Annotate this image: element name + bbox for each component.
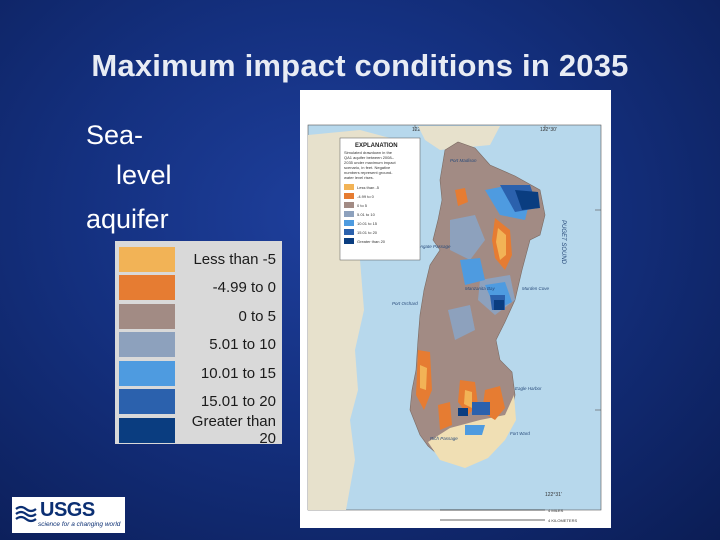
svg-text:Fort Ward: Fort Ward bbox=[510, 431, 530, 436]
svg-text:-4.99 to 0: -4.99 to 0 bbox=[357, 194, 375, 199]
usgs-logo: USGS science for a changing world bbox=[12, 497, 125, 533]
light-orange-patches bbox=[420, 228, 506, 408]
legend-swatch bbox=[119, 417, 175, 443]
legend-label: Less than -5 bbox=[193, 250, 276, 268]
legend-label: Greater than 20 bbox=[191, 413, 276, 448]
legend-row: 0 to 5 bbox=[119, 302, 282, 331]
drawdown-map: 122°32' 122°30' 122°31' bbox=[300, 90, 611, 528]
legend-swatch bbox=[119, 332, 175, 358]
drawdown-legend: Less than -5 -4.99 to 0 0 to 5 5.01 to 1… bbox=[115, 241, 282, 448]
svg-text:Simulated drawdown in the: Simulated drawdown in the bbox=[344, 150, 393, 155]
usgs-wave-icon bbox=[15, 505, 37, 523]
legend-swatch bbox=[119, 389, 175, 415]
svg-text:PUGET SOUND: PUGET SOUND bbox=[560, 220, 566, 265]
legend-swatch bbox=[119, 303, 175, 329]
slide-title: Maximum impact conditions in 2035 bbox=[91, 48, 629, 83]
usgs-tagline: science for a changing world bbox=[38, 521, 121, 528]
legend-row: 15.01 to 20 bbox=[119, 388, 282, 417]
svg-text:Manzanita Bay: Manzanita Bay bbox=[465, 286, 496, 291]
svg-text:water level rises.: water level rises. bbox=[344, 175, 374, 180]
svg-text:Greater than 20: Greater than 20 bbox=[357, 239, 386, 244]
svg-text:Less than -5: Less than -5 bbox=[357, 185, 380, 190]
svg-text:4 MILES: 4 MILES bbox=[548, 508, 564, 513]
legend-label: -4.99 to 0 bbox=[212, 279, 276, 297]
mainland-north bbox=[418, 126, 500, 150]
place-labels: Port Madison Agate Passage Port Orchard … bbox=[392, 158, 566, 441]
legend-swatch bbox=[119, 246, 175, 272]
usgs-wordmark: USGS bbox=[40, 499, 95, 521]
legend-label: 5.01 to 10 bbox=[209, 336, 276, 354]
legend-label: 0 to 5 bbox=[238, 307, 276, 325]
svg-text:Port Madison: Port Madison bbox=[450, 158, 477, 163]
svg-text:4 KILOMETERS: 4 KILOMETERS bbox=[548, 518, 577, 523]
legend-row: -4.99 to 0 bbox=[119, 274, 282, 303]
explanation-legend: Less than -5 -4.99 to 0 0 to 5 5.01 to 1… bbox=[344, 184, 386, 244]
legend-row: Greater than 20 bbox=[119, 413, 282, 448]
svg-text:scenario, in feet. Negative: scenario, in feet. Negative bbox=[344, 165, 391, 170]
svg-text:0 to 5: 0 to 5 bbox=[357, 203, 368, 208]
subtitle-line-2: level bbox=[116, 160, 172, 190]
svg-text:Murden Cove: Murden Cove bbox=[522, 286, 550, 291]
longitude-label-3: 122°31' bbox=[545, 492, 562, 498]
svg-text:15.01 to 20: 15.01 to 20 bbox=[357, 230, 378, 235]
subtitle-line-1: Sea- bbox=[86, 120, 144, 150]
legend-row: 10.01 to 15 bbox=[119, 359, 282, 388]
svg-text:5.01 to 10: 5.01 to 10 bbox=[357, 212, 376, 217]
svg-text:Rich Passage: Rich Passage bbox=[430, 436, 458, 441]
svg-text:Port Orchard: Port Orchard bbox=[392, 301, 418, 306]
explanation-text: Simulated drawdown in the QA1 aquifer be… bbox=[344, 150, 396, 180]
longitude-label-2: 122°30' bbox=[540, 127, 557, 133]
legend-swatch bbox=[119, 360, 175, 386]
svg-text:10.01 to 15: 10.01 to 15 bbox=[357, 221, 378, 226]
svg-text:2035 under maximum impact: 2035 under maximum impact bbox=[344, 160, 396, 165]
legend-label: 10.01 to 15 bbox=[200, 364, 276, 382]
explanation-title: EXPLANATION bbox=[355, 143, 398, 149]
legend-row: Less than -5 bbox=[119, 245, 282, 274]
svg-text:Agate Passage: Agate Passage bbox=[419, 244, 451, 249]
subtitle-line-3: aquifer bbox=[86, 204, 169, 234]
legend-label: 15.01 to 20 bbox=[200, 393, 276, 411]
legend-swatch bbox=[119, 275, 175, 301]
svg-text:numbers represent ground-: numbers represent ground- bbox=[344, 170, 393, 175]
mainland-west bbox=[308, 130, 390, 510]
navy-patches bbox=[458, 190, 540, 416]
legend-row: 5.01 to 10 bbox=[119, 331, 282, 360]
svg-text:Eagle Harbor: Eagle Harbor bbox=[515, 386, 542, 391]
map-figure: 122°32' 122°30' 122°31' bbox=[307, 124, 602, 523]
svg-text:QA1 aquifer between 2008–: QA1 aquifer between 2008– bbox=[344, 155, 395, 160]
scale-bar: 4 MILES 4 KILOMETERS bbox=[440, 508, 577, 523]
